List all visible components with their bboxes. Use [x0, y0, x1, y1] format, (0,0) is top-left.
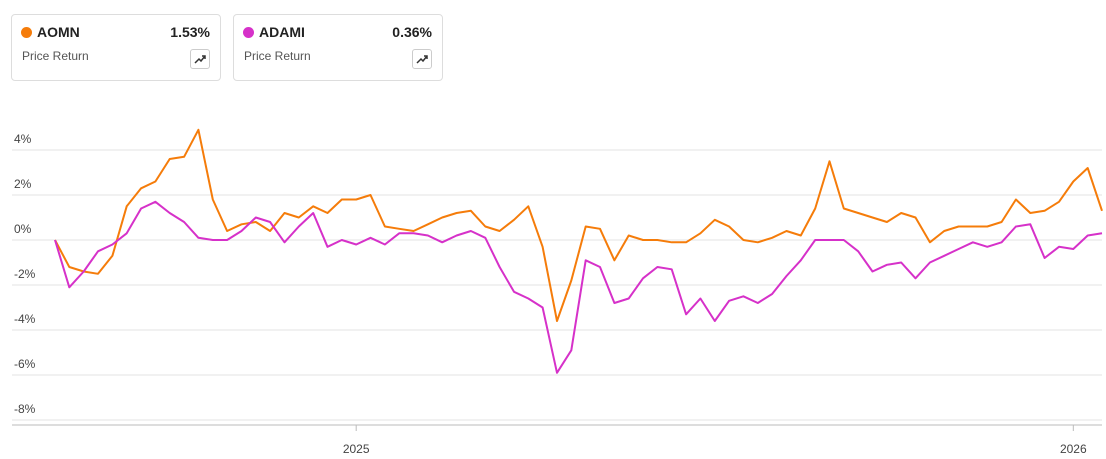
series-line [54, 200, 1103, 374]
trend-icon [194, 55, 206, 64]
legend-card: AOMN 1.53% Price Return [11, 14, 221, 81]
chart-type-button[interactable] [412, 49, 432, 69]
y-tick-label: -2% [14, 267, 36, 281]
return-value: 1.53% [170, 24, 210, 40]
legend-label: ADAMI [259, 24, 305, 40]
return-value: 0.36% [392, 24, 432, 40]
x-tick-label: 2025 [343, 442, 370, 456]
series-line [54, 128, 1103, 322]
metric-label: Price Return [22, 49, 89, 63]
y-tick-label: -4% [14, 312, 36, 326]
y-tick-label: 2% [14, 177, 32, 191]
y-tick-label: 4% [14, 132, 32, 146]
chart-type-button[interactable] [190, 49, 210, 69]
trend-icon [416, 55, 428, 64]
y-tick-label: -8% [14, 402, 36, 416]
x-tick-label: 2026 [1060, 442, 1087, 456]
y-tick-label: 0% [14, 222, 32, 236]
legend-label: AOMN [37, 24, 80, 40]
legend-marker [243, 27, 254, 38]
legend-marker [21, 27, 32, 38]
y-tick-label: -6% [14, 357, 36, 371]
metric-label: Price Return [244, 49, 311, 63]
legend-card: ADAMI 0.36% Price Return [233, 14, 443, 81]
